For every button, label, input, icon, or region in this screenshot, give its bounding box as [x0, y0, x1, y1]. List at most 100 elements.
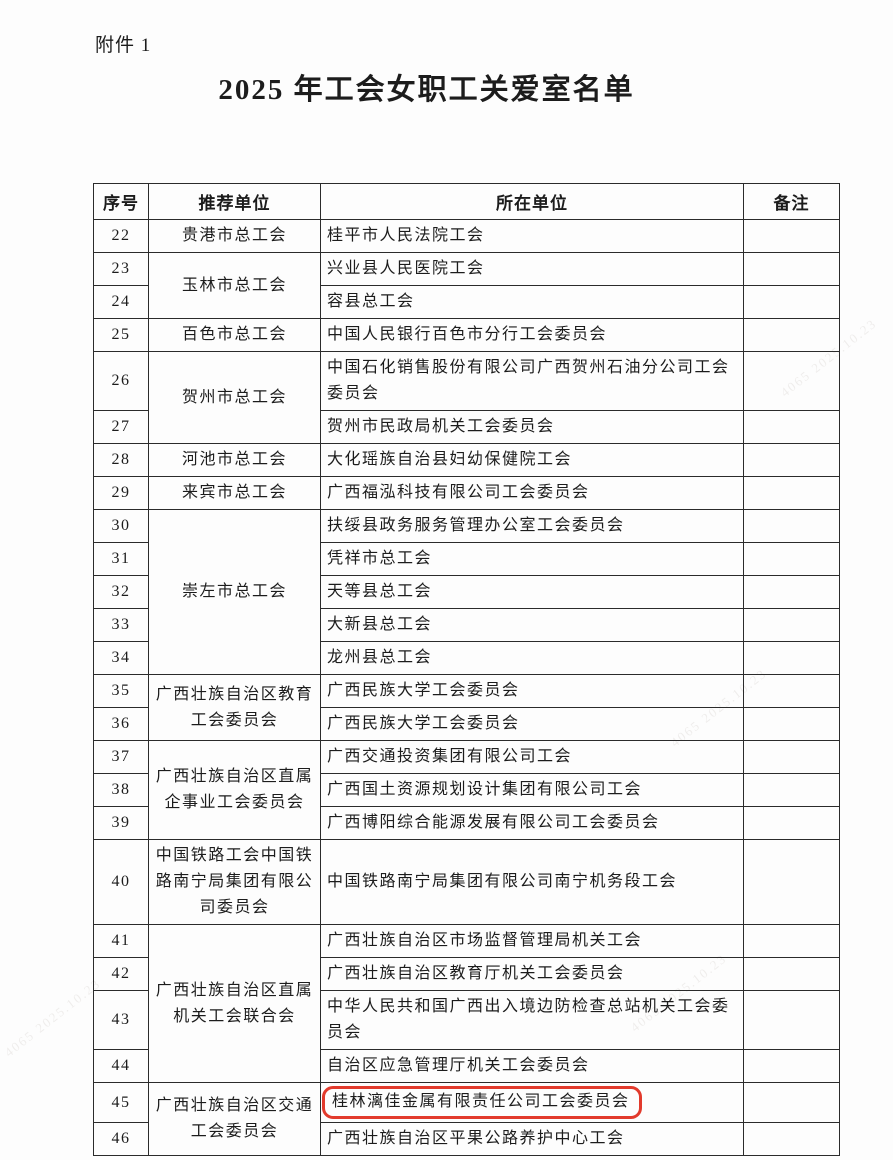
cell-serial-number: 31 [93, 542, 149, 576]
cell-remark [743, 509, 840, 543]
table-row: 38 广西国土资源规划设计集团有限公司工会 [93, 773, 840, 807]
cell-serial-number: 29 [93, 476, 149, 510]
cell-located-unit: 广西民族大学工会委员会 [320, 707, 744, 741]
cell-remark [743, 443, 840, 477]
cell-located-unit: 桂平市人民法院工会 [320, 219, 744, 253]
cell-remark [743, 252, 840, 286]
cell-remark [743, 542, 840, 576]
cell-recommending-unit: 广西壮族自治区交通工会委员会 [148, 1082, 321, 1156]
cell-remark [743, 839, 840, 925]
cell-serial-number: 40 [93, 839, 149, 925]
cell-located-unit: 广西壮族自治区教育厅机关工会委员会 [320, 957, 744, 991]
cell-serial-number: 22 [93, 219, 149, 253]
cell-located-unit: 广西福泓科技有限公司工会委员会 [320, 476, 744, 510]
cell-located-unit: 广西壮族自治区市场监督管理局机关工会 [320, 924, 744, 958]
cell-remark [743, 1122, 840, 1156]
cell-serial-number: 25 [93, 318, 149, 352]
cell-remark [743, 219, 840, 253]
cell-serial-number: 45 [93, 1082, 149, 1123]
cell-serial-number: 46 [93, 1122, 149, 1156]
cell-recommending-unit: 贺州市总工会 [148, 351, 321, 444]
cell-located-unit: 广西壮族自治区平果公路养护中心工会 [320, 1122, 744, 1156]
cell-remark [743, 575, 840, 609]
cell-serial-number: 37 [93, 740, 149, 774]
cell-serial-number: 26 [93, 351, 149, 411]
cell-located-unit: 自治区应急管理厅机关工会委员会 [320, 1049, 744, 1083]
cell-remark [743, 773, 840, 807]
cell-recommending-unit: 崇左市总工会 [148, 509, 321, 675]
cell-serial-number: 27 [93, 410, 149, 444]
table-row: 42 广西壮族自治区教育厅机关工会委员会 [93, 957, 840, 991]
cell-located-unit: 广西民族大学工会委员会 [320, 674, 744, 708]
cell-serial-number: 43 [93, 990, 149, 1050]
table-row: 30 崇左市总工会 扶绥县政务服务管理办公室工会委员会 [93, 509, 840, 675]
table-row: 40 中国铁路工会中国铁路南宁局集团有限公司委员会 中国铁路南宁局集团有限公司南宁机… [93, 839, 840, 925]
cell-located-unit: 大新县总工会 [320, 608, 744, 642]
table-row: 29 来宾市总工会 广西福泓科技有限公司工会委员会 [93, 476, 840, 510]
cell-remark [743, 1049, 840, 1083]
table-row: 26 贺州市总工会 中国石化销售股份有限公司广西贺州石油分公司工会委员会 [93, 351, 840, 444]
table-row: 46 广西壮族自治区平果公路养护中心工会 [93, 1122, 840, 1156]
cell-located-unit: 广西交通投资集团有限公司工会 [320, 740, 744, 774]
cell-recommending-unit: 百色市总工会 [148, 318, 321, 352]
table-row: 32 天等县总工会 [93, 575, 840, 609]
cell-remark [743, 318, 840, 352]
cell-located-unit: 扶绥县政务服务管理办公室工会委员会 [320, 509, 744, 543]
table-row: 28 河池市总工会 大化瑶族自治县妇幼保健院工会 [93, 443, 840, 477]
cell-located-unit: 贺州市民政局机关工会委员会 [320, 410, 744, 444]
cell-remark [743, 957, 840, 991]
column-header: 所在单位 [320, 183, 744, 220]
cell-recommending-unit: 贵港市总工会 [148, 219, 321, 253]
cell-recommending-unit: 广西壮族自治区直属机关工会联合会 [148, 924, 321, 1083]
cell-located-unit: 中国石化销售股份有限公司广西贺州石油分公司工会委员会 [320, 351, 744, 411]
column-header: 推荐单位 [148, 183, 321, 220]
cell-located-unit: 大化瑶族自治县妇幼保健院工会 [320, 443, 744, 477]
cell-remark [743, 806, 840, 840]
table-row: 27 贺州市民政局机关工会委员会 [93, 410, 840, 444]
cell-located-unit: 广西博阳综合能源发展有限公司工会委员会 [320, 806, 744, 840]
table-row: 44 自治区应急管理厅机关工会委员会 [93, 1049, 840, 1083]
cell-remark [743, 351, 840, 411]
cell-serial-number: 41 [93, 924, 149, 958]
cell-serial-number: 42 [93, 957, 149, 991]
table-row: 34 龙州县总工会 [93, 641, 840, 675]
table-row: 31 凭祥市总工会 [93, 542, 840, 576]
cell-remark [743, 1082, 840, 1123]
cell-recommending-unit: 广西壮族自治区直属企事业工会委员会 [148, 740, 321, 840]
cell-serial-number: 24 [93, 285, 149, 319]
table-row: 37 广西壮族自治区直属企事业工会委员会 广西交通投资集团有限公司工会 [93, 740, 840, 840]
cell-located-unit: 中华人民共和国广西出入境边防检查总站机关工会委员会 [320, 990, 744, 1050]
cell-remark [743, 476, 840, 510]
highlight-box: 桂林漓佳金属有限责任公司工会委员会 [322, 1086, 642, 1119]
table-row: 22 贵港市总工会 桂平市人民法院工会 [93, 219, 840, 253]
table-row: 41 广西壮族自治区直属机关工会联合会 广西壮族自治区市场监督管理局机关工会 [93, 924, 840, 1083]
table-row: 45 广西壮族自治区交通工会委员会 桂林漓佳金属有限责任公司工会委员会 [93, 1082, 840, 1156]
roster-table: 序号 推荐单位 所在单位 备注 22 贵港市总工会 桂平市人民法院工会 23 玉林市总工会 兴业… [93, 183, 840, 1156]
cell-remark [743, 674, 840, 708]
cell-serial-number: 28 [93, 443, 149, 477]
cell-located-unit: 中国铁路南宁局集团有限公司南宁机务段工会 [320, 839, 744, 925]
cell-recommending-unit: 河池市总工会 [148, 443, 321, 477]
watermark-text: 4065 2025.10.23 [1, 975, 104, 1060]
cell-remark [743, 641, 840, 675]
table-row: 24 容县总工会 [93, 285, 840, 319]
column-header: 序号 [93, 183, 149, 220]
table-row: 35 广西壮族自治区教育工会委员会 广西民族大学工会委员会 [93, 674, 840, 741]
table-row: 36 广西民族大学工会委员会 [93, 707, 840, 741]
cell-remark [743, 740, 840, 774]
table-row: 23 玉林市总工会 兴业县人民医院工会 [93, 252, 840, 319]
cell-serial-number: 44 [93, 1049, 149, 1083]
cell-located-unit: 龙州县总工会 [320, 641, 744, 675]
cell-remark [743, 410, 840, 444]
table-header-row: 序号 推荐单位 所在单位 备注 [93, 183, 840, 220]
cell-remark [743, 924, 840, 958]
cell-serial-number: 34 [93, 641, 149, 675]
cell-recommending-unit: 玉林市总工会 [148, 252, 321, 319]
cell-located-unit: 凭祥市总工会 [320, 542, 744, 576]
attachment-label: 附件 1 [95, 35, 152, 56]
cell-located-unit: 桂林漓佳金属有限责任公司工会委员会 [320, 1082, 744, 1123]
cell-remark [743, 990, 840, 1050]
cell-recommending-unit: 广西壮族自治区教育工会委员会 [148, 674, 321, 741]
cell-located-unit: 中国人民银行百色市分行工会委员会 [320, 318, 744, 352]
